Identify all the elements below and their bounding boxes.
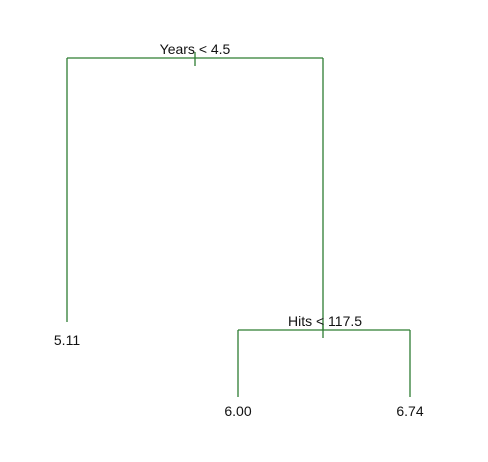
leaf-right-value: 6.74	[396, 403, 423, 419]
leaf-nodes: 5.11 6.00 6.74	[54, 332, 424, 419]
leaf-middle-value: 6.00	[224, 403, 251, 419]
inner-split-label: Hits < 117.5	[288, 313, 362, 329]
inner-split: Hits < 117.5	[237, 313, 411, 397]
root-split-label: Years < 4.5	[160, 41, 231, 57]
leaf-left-value: 5.11	[54, 332, 80, 348]
root-split: Years < 4.5	[66, 41, 324, 330]
